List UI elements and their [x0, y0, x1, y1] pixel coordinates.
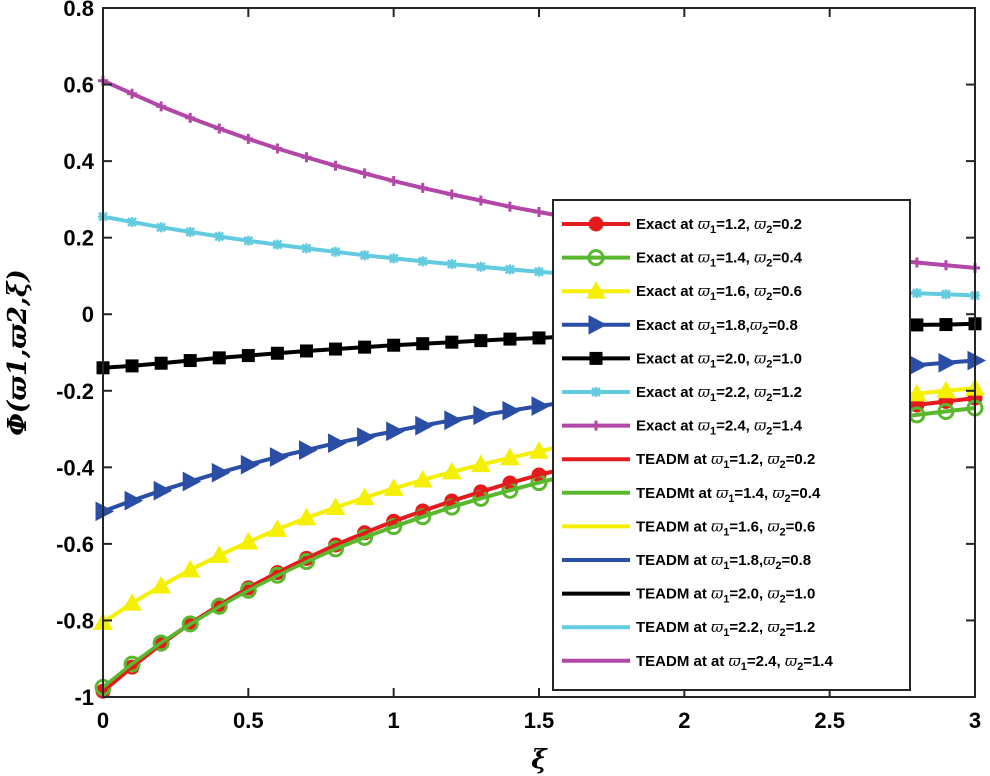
y-tick-label: -0.8: [56, 608, 94, 633]
legend-label: TEADM at at ϖ1=2.4, ϖ2=1.4: [636, 652, 833, 673]
legend-label: TEADMt at ϖ1=1.4, ϖ2=0.4: [636, 484, 821, 505]
legend-label: Exact at ϖ1=1.6, ϖ2=0.6: [636, 282, 802, 303]
data-point: [152, 634, 170, 652]
legend-label: TEADM at ϖ1=2.0, ϖ2=1.0: [636, 585, 815, 606]
legend-label: Exact at ϖ1=1.2, ϖ2=0.2: [636, 215, 802, 236]
legend-item: Exact at ϖ1=1.2, ϖ2=0.2: [562, 215, 802, 236]
x-tick-label: 1: [388, 708, 400, 733]
x-axis-label: ξ: [531, 745, 548, 775]
legend-marker: [591, 387, 601, 397]
y-tick-label: 0.6: [63, 73, 94, 98]
legend-label: TEADM at ϖ1=2.2, ϖ2=1.2: [636, 618, 815, 639]
y-tick-label: -0.2: [56, 379, 94, 404]
x-tick-label: 1.5: [524, 708, 555, 733]
legend-marker: [586, 281, 606, 299]
data-point: [123, 655, 141, 673]
y-tick-label: 0.8: [63, 0, 94, 21]
legend-label: TEADM at ϖ1=1.6, ϖ2=0.6: [636, 517, 815, 538]
legend-item: TEADM at ϖ1=1.6, ϖ2=0.6: [562, 517, 815, 538]
legend-box: [552, 199, 911, 691]
legend-item: TEADM at ϖ1=1.2, ϖ2=0.2: [562, 450, 815, 471]
legend-label: TEADM at ϖ1=1.2, ϖ2=0.2: [636, 450, 815, 471]
legend-item: Exact at ϖ1=2.0, ϖ2=1.0: [562, 349, 802, 370]
y-tick-label: 0.4: [63, 149, 94, 174]
x-tick-label: 0: [97, 708, 109, 733]
x-tick-label: 2.5: [814, 708, 845, 733]
legend-item: Exact at ϖ1=2.2, ϖ2=1.2: [562, 383, 802, 404]
legend-label: Exact at ϖ1=2.0, ϖ2=1.0: [636, 349, 802, 370]
legend-marker: [588, 314, 608, 335]
legend-item: TEADM at at ϖ1=2.4, ϖ2=1.4: [562, 652, 833, 673]
y-tick-label: -1: [74, 685, 94, 710]
legend-item: Exact at ϖ1=2.4, ϖ2=1.4: [562, 417, 803, 438]
legend-item: Exact at ϖ1=1.6, ϖ2=0.6: [562, 281, 802, 303]
legend-marker: [591, 420, 601, 431]
data-point: [210, 597, 228, 615]
legend-label: Exact at ϖ1=1.4, ϖ2=0.4: [636, 249, 803, 270]
legend-item: TEADM at ϖ1=2.2, ϖ2=1.2: [562, 618, 815, 639]
data-point: [239, 581, 257, 599]
y-tick-label: -0.4: [56, 455, 95, 480]
legend: Exact at ϖ1=1.2, ϖ2=0.2 Exact at ϖ1=1.4, …: [552, 199, 911, 691]
data-point: [356, 528, 374, 546]
y-axis-label: Φ(ϖ1,ϖ2,ξ): [3, 269, 33, 435]
legend-label: Exact at ϖ1=2.2, ϖ2=1.2: [636, 383, 802, 404]
legend-item: Exact at ϖ1=1.4, ϖ2=0.4: [562, 249, 803, 270]
legend-marker: [589, 351, 603, 365]
x-tick-label: 3: [969, 708, 981, 733]
x-tick-label: 0.5: [233, 708, 264, 733]
y-tick-label: -0.6: [56, 532, 94, 557]
legend-item: TEADM at ϖ1=2.0, ϖ2=1.0: [562, 585, 815, 606]
y-tick-label: 0: [82, 302, 94, 327]
data-point: [181, 615, 199, 633]
legend-item: TEADM at ϖ1=1.8,ϖ2=0.8: [562, 551, 811, 572]
legend-marker: [588, 216, 604, 232]
legend-label: TEADM at ϖ1=1.8,ϖ2=0.8: [636, 551, 811, 572]
data-point: [385, 518, 403, 536]
axes: 0 0.5 1 1.5 2 2.5 3 -1 -0.8 -0.6 -0.4 -0.2 0 0.2 0.4 0.…: [3, 0, 981, 775]
legend-marker: [587, 249, 605, 267]
legend-item: TEADMt at ϖ1=1.4, ϖ2=0.4: [562, 484, 821, 505]
legend-label: Exact at ϖ1=2.4, ϖ2=1.4: [636, 417, 803, 438]
y-tick-label: 0.2: [63, 226, 94, 251]
legend-item: Exact at ϖ1=1.8,ϖ2=0.8: [562, 314, 798, 337]
x-tick-label: 2: [678, 708, 690, 733]
legend-label: Exact at ϖ1=1.8,ϖ2=0.8: [636, 316, 798, 337]
